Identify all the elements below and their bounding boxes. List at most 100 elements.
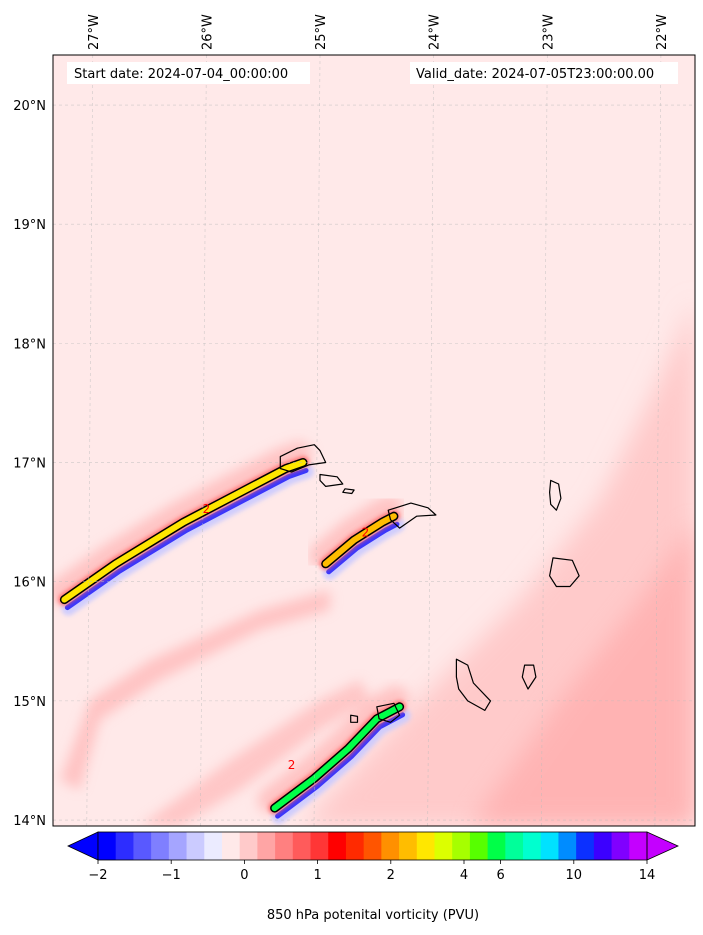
map-frame bbox=[52, 54, 696, 827]
colorbar-segment bbox=[399, 832, 418, 860]
gridline-lon bbox=[654, 55, 662, 826]
colorbar-extend-high bbox=[646, 831, 679, 861]
lat-tick-label: 19°N bbox=[13, 218, 46, 233]
contour-label: 2 bbox=[203, 502, 211, 516]
lon-tick-label: 24°W bbox=[428, 14, 443, 50]
island-sao-vicente bbox=[319, 473, 344, 487]
lat-tick-label: 20°N bbox=[13, 99, 46, 114]
streak-halo bbox=[257, 685, 409, 814]
island-brava bbox=[350, 714, 359, 723]
lon-tick-label: 23°W bbox=[541, 14, 556, 50]
colorbar: −2 −1 0 1 2 4 6 10 14 bbox=[67, 831, 679, 883]
colorbar-segment bbox=[363, 832, 382, 860]
colorbar-segment bbox=[629, 832, 648, 860]
colorbar-segment bbox=[611, 832, 630, 860]
contour-labels: 2 2 2 bbox=[203, 502, 370, 772]
lat-tick-label: 16°N bbox=[13, 576, 46, 591]
gridline-lon bbox=[200, 55, 207, 826]
gridline-lon bbox=[427, 55, 434, 826]
lon-tick-label: 26°W bbox=[200, 14, 215, 50]
colorbar-tick-label: 2 bbox=[387, 868, 395, 883]
island-maio bbox=[521, 664, 537, 690]
colorbar-segment bbox=[151, 832, 170, 860]
valid-date-text: Valid_date: 2024-07-05T23:00:00.00 bbox=[416, 67, 654, 82]
pv-field-southeast-core bbox=[470, 520, 695, 826]
streak-halo bbox=[53, 441, 312, 605]
colorbar-tick-label: −1 bbox=[162, 868, 181, 883]
streak-halo bbox=[308, 495, 403, 569]
colorbar-tick-label: 6 bbox=[496, 868, 504, 883]
colorbar-segment bbox=[540, 832, 560, 860]
streak-negative-core bbox=[275, 712, 406, 819]
colorbar-tick-label: 4 bbox=[460, 868, 468, 883]
streak-middle bbox=[308, 495, 405, 580]
streak-negative-core bbox=[326, 521, 400, 575]
longitude-tick-labels: 27°W 26°W 25°W 24°W 23°W 22°W bbox=[87, 14, 670, 50]
island-sao-nicolau bbox=[387, 502, 437, 529]
contour-label: 2 bbox=[362, 526, 370, 540]
streak-north bbox=[53, 441, 314, 616]
gridline-lon bbox=[540, 55, 548, 826]
colorbar-segment bbox=[469, 832, 489, 860]
lon-tick-label: 27°W bbox=[87, 14, 102, 50]
colorbar-segment bbox=[98, 832, 117, 860]
island-fogo bbox=[376, 702, 401, 723]
colorbar-segment bbox=[416, 832, 436, 860]
colorbar-extend-low bbox=[67, 831, 99, 861]
island-santiago bbox=[455, 658, 492, 711]
colorbar-segment bbox=[239, 832, 258, 860]
colorbar-segment bbox=[221, 832, 241, 860]
lat-tick-label: 14°N bbox=[13, 814, 46, 829]
colorbar-segment bbox=[328, 832, 347, 860]
colorbar-segment bbox=[523, 832, 542, 860]
island-santo-antao bbox=[279, 444, 327, 473]
colorbar-segment bbox=[345, 832, 365, 860]
colorbar-segment bbox=[487, 832, 506, 860]
colorbar-segment bbox=[292, 832, 312, 860]
colorbar-segment bbox=[381, 832, 400, 860]
lat-tick-label: 18°N bbox=[13, 337, 46, 352]
background-pv-field bbox=[60, 300, 695, 826]
colorbar-segment bbox=[115, 832, 135, 860]
colorbar-segment bbox=[204, 832, 223, 860]
colorbar-tick-label: 0 bbox=[240, 868, 248, 883]
colorbar-segment bbox=[576, 832, 595, 860]
colorbar-segment bbox=[310, 832, 329, 860]
colorbar-segment bbox=[558, 832, 577, 860]
colorbar-tick-label: 14 bbox=[639, 868, 656, 883]
colorbar-segment bbox=[168, 832, 188, 860]
start-date-text: Start date: 2024-07-04_00:00:00 bbox=[74, 67, 288, 82]
colorbar-segment bbox=[257, 832, 276, 860]
start-date-box bbox=[67, 62, 310, 84]
streak-south bbox=[257, 685, 411, 825]
contour-inner bbox=[271, 703, 403, 812]
colorbar-frame bbox=[97, 831, 648, 861]
islands bbox=[279, 444, 580, 723]
valid-date-box bbox=[410, 62, 678, 84]
lat-tick-label: 15°N bbox=[13, 695, 46, 710]
colorbar-segment bbox=[186, 832, 205, 860]
gridline-lon bbox=[313, 55, 321, 826]
contour-inner bbox=[322, 513, 397, 567]
island-sal bbox=[549, 479, 562, 511]
colorbar-tick-label: 1 bbox=[313, 868, 321, 883]
pv-field-west-band bbox=[60, 590, 330, 790]
gridline-lon bbox=[86, 55, 94, 826]
colorbar-tick-label: 10 bbox=[566, 868, 583, 883]
colorbar-segment bbox=[505, 832, 524, 860]
pv-streaks bbox=[53, 441, 411, 825]
colorbar-segment bbox=[452, 832, 471, 860]
contour-label: 2 bbox=[288, 758, 296, 772]
colorbar-label: 850 hPa potenital vorticity (PVU) bbox=[267, 908, 479, 923]
lon-tick-label: 22°W bbox=[655, 14, 670, 50]
map-panel: 2 2 2 bbox=[53, 55, 695, 826]
colorbar-segment bbox=[434, 832, 453, 860]
colorbar-tick-label: −2 bbox=[88, 868, 107, 883]
gridlines bbox=[53, 55, 695, 826]
streak-negative-core bbox=[64, 468, 309, 611]
pv-field-south-band bbox=[140, 680, 370, 826]
lon-tick-label: 25°W bbox=[314, 14, 329, 50]
island-boa-vista bbox=[549, 557, 580, 588]
island-santa-luzia bbox=[342, 488, 355, 495]
